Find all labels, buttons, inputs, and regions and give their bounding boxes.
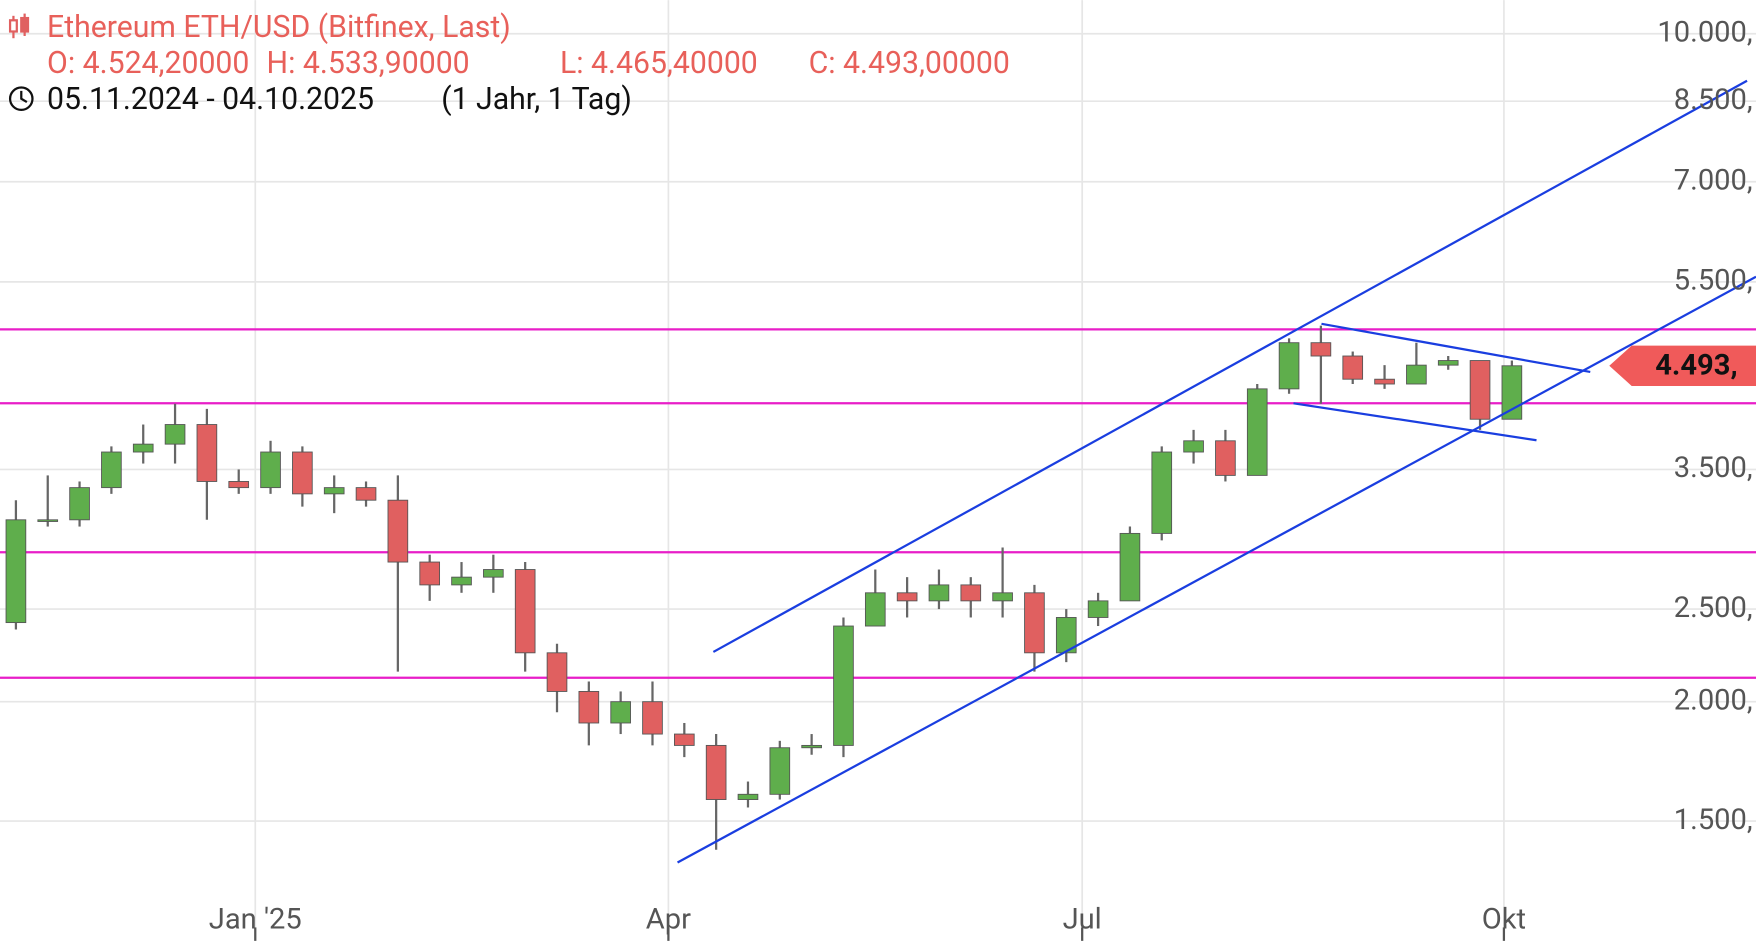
candle-body [1024,592,1045,654]
candle-body [674,733,695,746]
candle-icon [8,13,30,39]
y-tick-label: 1.500, [1674,803,1753,837]
candle-body [387,499,409,563]
candle-body [1119,532,1141,602]
ohlc: C: 4.493,00000 [809,46,1010,81]
candle-body [1342,355,1364,380]
candle-body [164,424,186,445]
candle-body [196,424,218,482]
candle-body [737,793,759,800]
candles [5,325,1523,850]
candle-body [1246,388,1268,476]
candle-body [5,519,27,624]
candle-body [833,625,854,746]
candle-body [1501,365,1523,420]
candle-body [1215,440,1236,476]
date-range: 05.11.2024 - 04.10.2025 [47,82,374,117]
candle-body [642,701,663,735]
candle-body [928,584,950,602]
candle-body [610,701,631,724]
flag-upper [1321,322,1591,374]
candle-body [260,451,281,489]
candle-body [896,592,918,602]
candle-body [864,592,886,627]
candle-body [960,584,982,602]
y-tick-label: 2.500, [1674,591,1753,625]
y-tick-label: 10.000, [1657,15,1752,49]
candle-body [1087,600,1109,618]
candle-body [132,443,154,453]
header: Ethereum ETH/USD (Bitfinex, Last) O: 4.5… [8,10,1010,117]
last-price-tag [1609,345,1756,386]
ohlc: L: 4.465,40000 [560,46,758,81]
candle-body [546,652,568,692]
axes: 1.500, 2.000, 2.500, 3.500, 5.500, 7.000, 8.50… [209,15,1756,941]
candle-body [228,481,250,489]
candle-body [37,519,59,522]
x-tick-label: Jan '25 [209,902,302,936]
candle-body [1278,342,1300,390]
x-tick-label: Okt [1482,902,1526,936]
flag-lower [1293,402,1537,442]
levels [0,328,1756,679]
y-tick-label: 8.500, [1674,83,1753,117]
candle-body [1151,451,1173,534]
candle-body [1183,440,1204,453]
trend-lines [677,79,1756,864]
candle-body [323,487,345,495]
period: (1 Jahr, 1 Tag) [441,82,632,117]
candle-body [483,569,504,578]
channel-upper [712,79,1748,653]
candle-body [451,576,472,586]
candle-body [992,592,1013,602]
clock-icon [8,86,34,112]
candle-body [514,569,536,654]
candle-body [355,487,377,501]
candle-body [1055,617,1077,654]
x-tick-label: Apr [646,902,691,936]
x-tick-label: Jul [1063,902,1102,936]
candle-body [101,451,122,489]
ohlc: O: 4.524,20000 [47,46,249,81]
channel-lower [677,275,1756,864]
candle-body [1437,360,1459,366]
candle-body [801,744,822,749]
candle-body [1310,342,1332,357]
candle-body [705,744,727,800]
candle-body [69,487,90,521]
candle-body [1374,378,1395,385]
y-tick-label: 2.000, [1674,683,1753,717]
title: Ethereum ETH/USD (Bitfinex, Last) [47,10,511,45]
candle-body [578,690,600,724]
candle-body [1469,360,1491,420]
candle-body [1406,364,1427,385]
last-price-label: 4.493, [1655,349,1737,383]
ohlc: H: 4.533,90000 [267,46,470,81]
candle-body [292,451,313,495]
y-tick-label: 3.500, [1674,451,1753,485]
candle-body [419,561,441,586]
y-tick-label: 7.000, [1674,163,1753,197]
candle-body [769,747,791,795]
y-tick-label: 5.500, [1674,264,1753,298]
